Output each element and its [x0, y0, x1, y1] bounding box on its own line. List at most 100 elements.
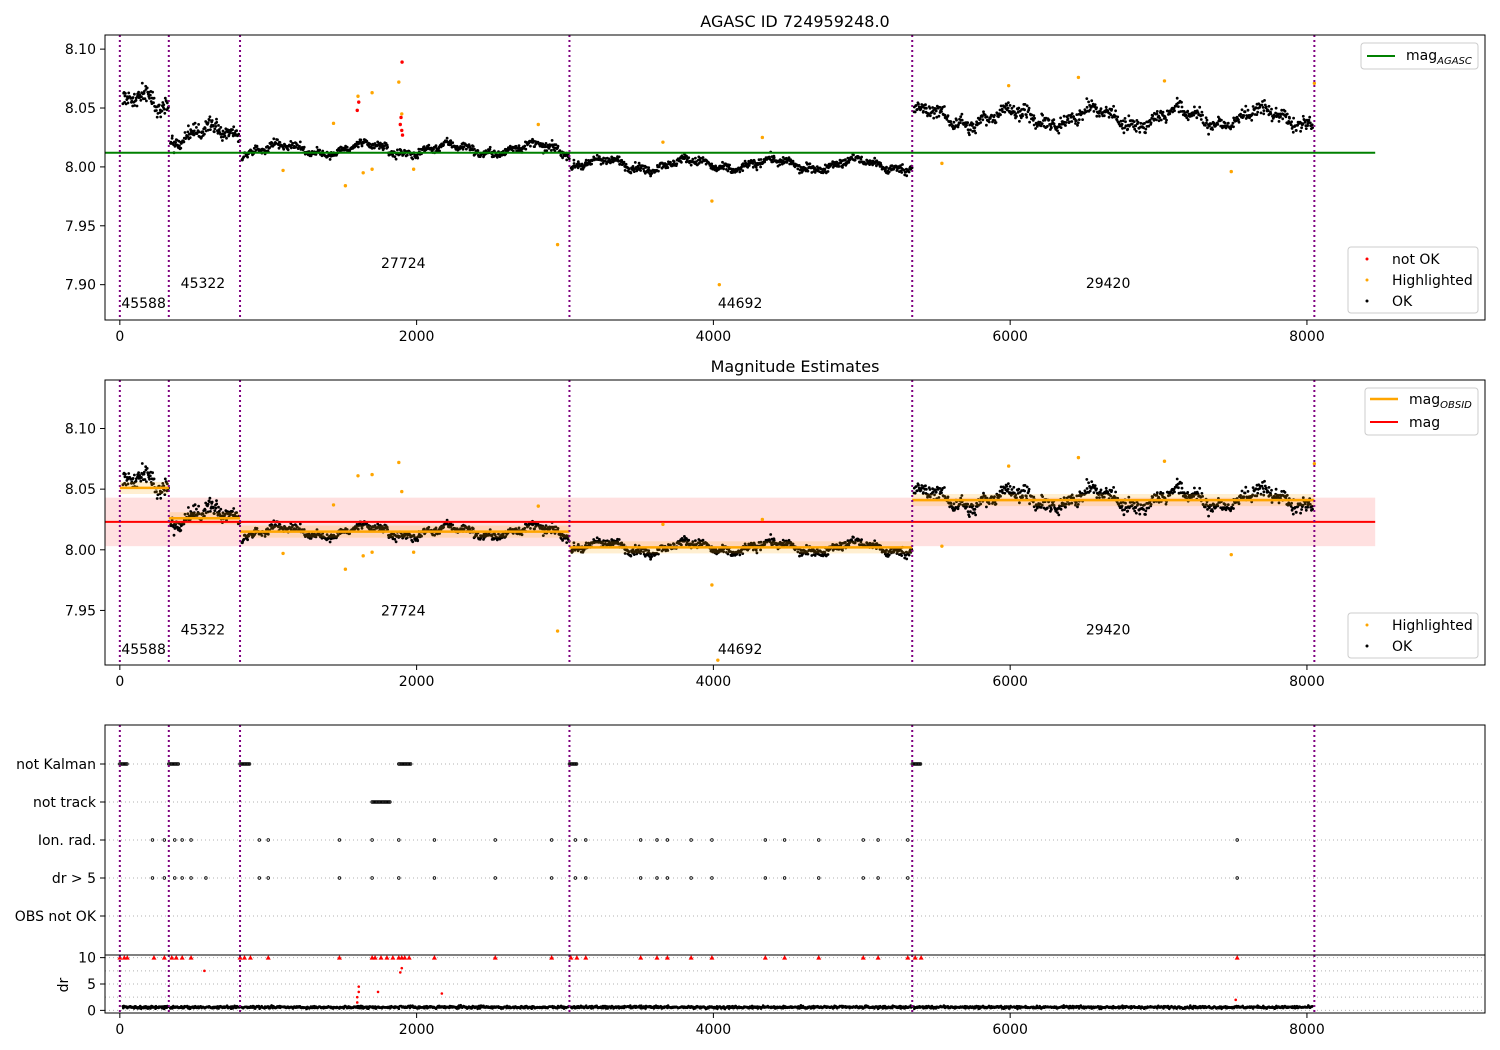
estimates-ok-point — [541, 534, 545, 537]
agasc-ok-point — [1151, 114, 1155, 118]
flag-marker — [337, 838, 342, 842]
flag-marker — [689, 838, 693, 842]
agasc-ok-point — [1070, 112, 1074, 115]
agasc-ok-point — [960, 118, 964, 122]
agasc-highlighted-point — [555, 242, 560, 247]
estimates-ok-point — [302, 528, 306, 531]
agasc-ok-point — [1193, 105, 1196, 109]
estimates-ok-point — [517, 526, 521, 530]
flag-marker — [906, 838, 910, 842]
estimates-ok-point — [529, 527, 532, 530]
agasc-ok-point — [1110, 107, 1114, 111]
agasc-highlighted-point — [661, 140, 665, 144]
estimates-ok-point — [1023, 489, 1026, 493]
agasc-ok-point — [1198, 105, 1202, 109]
agasc-ok-point — [1052, 122, 1056, 126]
agasc-ok-point — [511, 149, 515, 153]
agasc-ok-point — [277, 146, 281, 150]
agasc-ok-point — [826, 170, 830, 173]
agasc-ok-point — [161, 101, 165, 104]
agasc-ok-point — [669, 160, 672, 164]
estimates-ok-point — [798, 554, 801, 558]
agasc-ok-point — [572, 158, 576, 162]
estimates-ok-point — [680, 543, 683, 547]
agasc-ok-point — [1208, 124, 1211, 128]
agasc-ok-point — [642, 167, 645, 171]
agasc-ok-point — [1126, 127, 1130, 131]
agasc-ok-point — [138, 93, 142, 97]
agasc-ok-point — [839, 161, 843, 165]
agasc-ok-point — [556, 144, 560, 148]
agasc-ok-point — [377, 147, 381, 150]
estimates-ok-point — [1000, 488, 1004, 492]
agasc-ok-point — [1180, 105, 1184, 109]
agasc-ok-point — [689, 163, 693, 167]
agasc-ok-point — [1025, 104, 1029, 108]
estimates-ok-point — [131, 477, 135, 480]
agasc-ok-point — [887, 170, 891, 174]
estimates-ok-point — [571, 550, 574, 553]
estimates-ok-point — [1244, 485, 1248, 489]
estimates-ok-point — [215, 502, 219, 506]
estimates-ok-point — [1264, 486, 1268, 490]
agasc-ok-point — [701, 156, 705, 159]
flag-marker — [266, 876, 270, 880]
legend-ok-label: OK — [1392, 294, 1413, 310]
estimates-ok-point — [1283, 491, 1287, 494]
agasc-ok-point — [1280, 108, 1284, 112]
estimates-ok-point — [924, 484, 927, 488]
agasc-ok-point — [1244, 104, 1248, 108]
agasc-ok-point — [1207, 132, 1210, 136]
agasc-ok-point — [237, 132, 241, 136]
agasc-ok-point — [148, 97, 151, 100]
agasc-ok-point — [810, 171, 814, 174]
estimates-ok-point — [260, 534, 264, 537]
estimates-ok-point — [412, 533, 416, 537]
agasc-ok-point — [1232, 125, 1235, 129]
agasc-ok-point — [1130, 122, 1134, 126]
estimates-ok-point — [1180, 481, 1183, 485]
agasc-ok-point — [1175, 96, 1179, 100]
estimates-ok-point — [217, 509, 221, 513]
estimates-xtick-label: 6000 — [992, 674, 1028, 690]
estimates-ok-point — [956, 507, 960, 511]
agasc-highlighted-point — [361, 171, 365, 175]
estimates-ok-point — [174, 523, 178, 527]
agasc-ok-point — [131, 96, 135, 99]
estimates-ok-point — [145, 480, 148, 484]
estimates-ok-point — [208, 496, 212, 500]
agasc-ok-point — [905, 174, 909, 178]
agasc-ok-point — [396, 148, 399, 152]
agasc-ok-point — [1122, 131, 1126, 135]
estimates-ok-point — [796, 550, 800, 554]
agasc-ok-point — [1057, 131, 1061, 135]
agasc-ok-point — [943, 105, 946, 108]
estimates-ok-point — [186, 512, 190, 516]
agasc-ok-point — [901, 163, 904, 166]
agasc-ok-point — [219, 135, 223, 139]
agasc-ok-point — [148, 93, 152, 97]
estimates-ok-point — [221, 511, 225, 515]
agasc-ok-point — [399, 149, 403, 153]
agasc-ok-point — [620, 158, 624, 162]
legend-highlighted-label-2: Highlighted — [1392, 618, 1473, 634]
estimates-ok-point — [298, 527, 301, 530]
agasc-ok-point — [432, 148, 435, 151]
agasc-ok-point — [209, 128, 212, 132]
estimates-ok-point — [192, 511, 196, 515]
estimates-ok-point — [1232, 507, 1235, 510]
estimates-ok-point — [769, 533, 773, 536]
estimates-ok-point — [328, 540, 332, 544]
agasc-legend-bottom: not OK Highlighted OK — [1347, 246, 1479, 314]
agasc-ok-point — [517, 144, 521, 148]
estimates-ok-point — [159, 496, 163, 500]
agasc-ok-point — [685, 154, 688, 158]
estimates-ok-point — [787, 538, 791, 542]
agasc-ok-point — [675, 162, 679, 166]
estimates-ok-point — [362, 523, 365, 527]
agasc-ok-point — [1132, 120, 1136, 123]
estimates-ok-point — [622, 543, 626, 547]
agasc-ok-point — [189, 132, 192, 136]
agasc-ok-point — [1007, 101, 1010, 104]
agasc-ok-point — [1310, 123, 1314, 127]
